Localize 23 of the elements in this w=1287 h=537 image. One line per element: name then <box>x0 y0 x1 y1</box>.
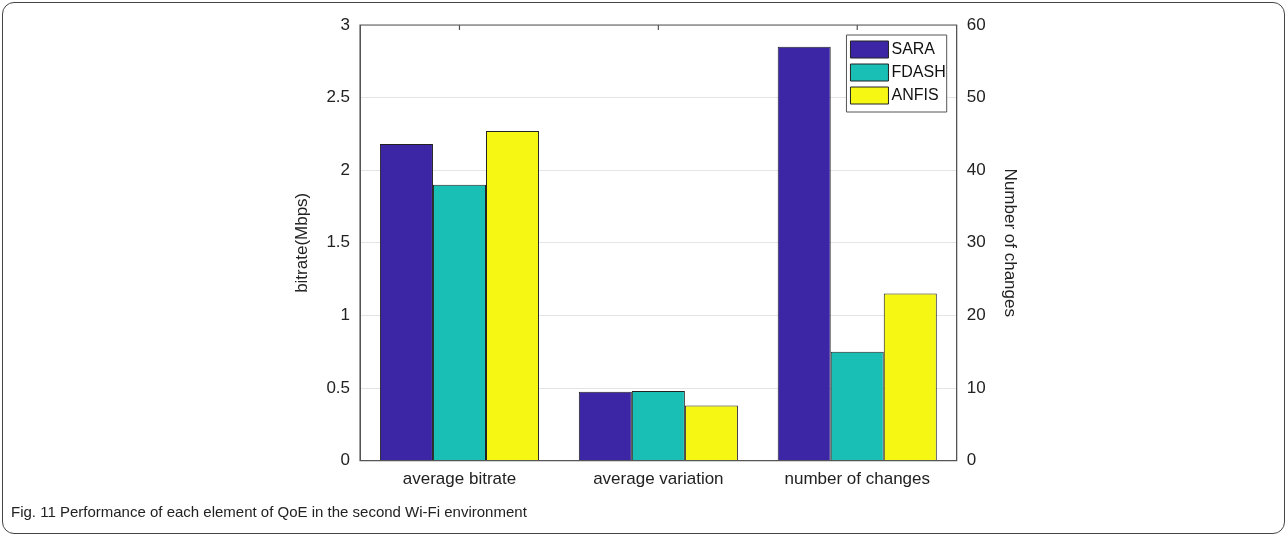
y-tick-label: 1 <box>340 305 351 325</box>
y-tick-label: 1.5 <box>326 232 351 252</box>
y-axis-title: bitrate(Mbps) <box>291 192 311 293</box>
y2-tick-label: 60 <box>966 14 986 34</box>
legend-label: FDASH <box>891 63 946 81</box>
caption: Fig. 11 Performance of each element of QoE in the second Wi-Fi environment <box>11 503 527 520</box>
y-tick-label: 2 <box>340 159 351 179</box>
y2-tick-label: 40 <box>966 159 986 179</box>
y2-tick-label: 0 <box>966 450 977 470</box>
legend-label: SARA <box>891 40 936 58</box>
y2-tick-label: 10 <box>966 377 986 397</box>
y2-tick-label: 20 <box>966 305 986 325</box>
y-tick-label: 2.5 <box>326 87 351 107</box>
x-tick-label: average variation <box>593 469 724 489</box>
y-tick-label: 0.5 <box>326 377 351 397</box>
x-tick-label: average bitrate <box>402 469 517 489</box>
y2-axis-title: Number of changes <box>1001 168 1021 317</box>
y-tick-label: 3 <box>340 14 351 34</box>
y2-tick-label: 30 <box>966 232 986 252</box>
legend-label: ANFIS <box>891 86 939 104</box>
x-tick-label: number of changes <box>784 469 931 489</box>
y-tick-label: 0 <box>340 450 351 470</box>
y2-tick-label: 50 <box>966 87 986 107</box>
